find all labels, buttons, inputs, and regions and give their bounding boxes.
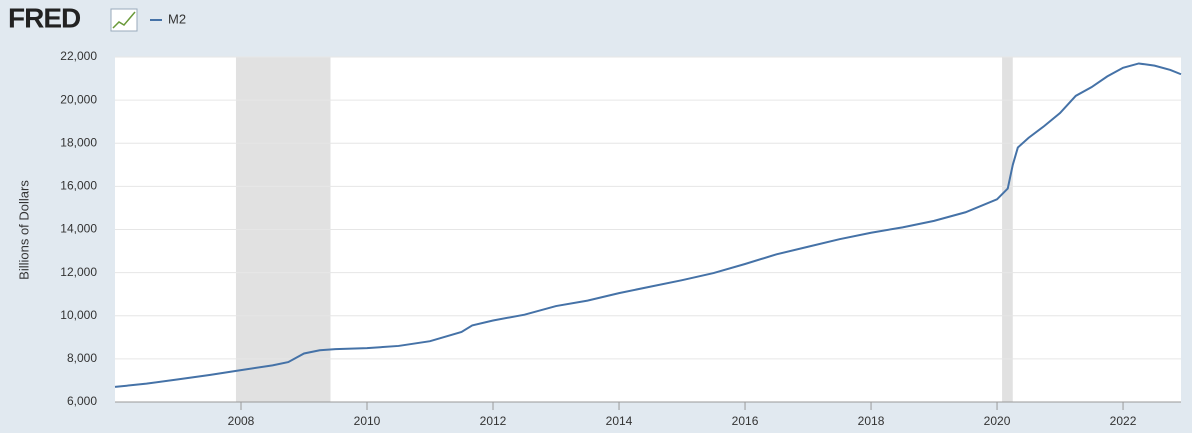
y-tick-label: 12,000 (60, 265, 97, 279)
x-tick-label: 2018 (858, 414, 885, 428)
x-tick-label: 2014 (606, 414, 633, 428)
y-tick-label: 14,000 (60, 222, 97, 236)
x-tick-label: 2012 (480, 414, 507, 428)
y-tick-label: 6,000 (67, 394, 97, 408)
x-tick-label: 2020 (984, 414, 1011, 428)
y-tick-label: 18,000 (60, 135, 97, 149)
x-tick-label: 2016 (732, 414, 759, 428)
logo-icon (110, 8, 138, 32)
y-tick-label: 16,000 (60, 179, 97, 193)
legend-label: M2 (168, 11, 186, 26)
y-tick-label: 20,000 (60, 92, 97, 106)
y-tick-label: 22,000 (60, 49, 97, 63)
x-tick-label: 2010 (354, 414, 381, 428)
y-tick-label: 10,000 (60, 308, 97, 322)
x-tick-label: 2022 (1110, 414, 1137, 428)
brand-logo: FRED (8, 2, 81, 33)
x-tick-label: 2008 (228, 414, 255, 428)
series-line (114, 62, 1182, 388)
y-axis-label: Billions of Dollars (16, 180, 31, 280)
logo-box (110, 8, 138, 32)
logo-line (112, 11, 136, 29)
y-tick-label: 8,000 (67, 351, 97, 365)
